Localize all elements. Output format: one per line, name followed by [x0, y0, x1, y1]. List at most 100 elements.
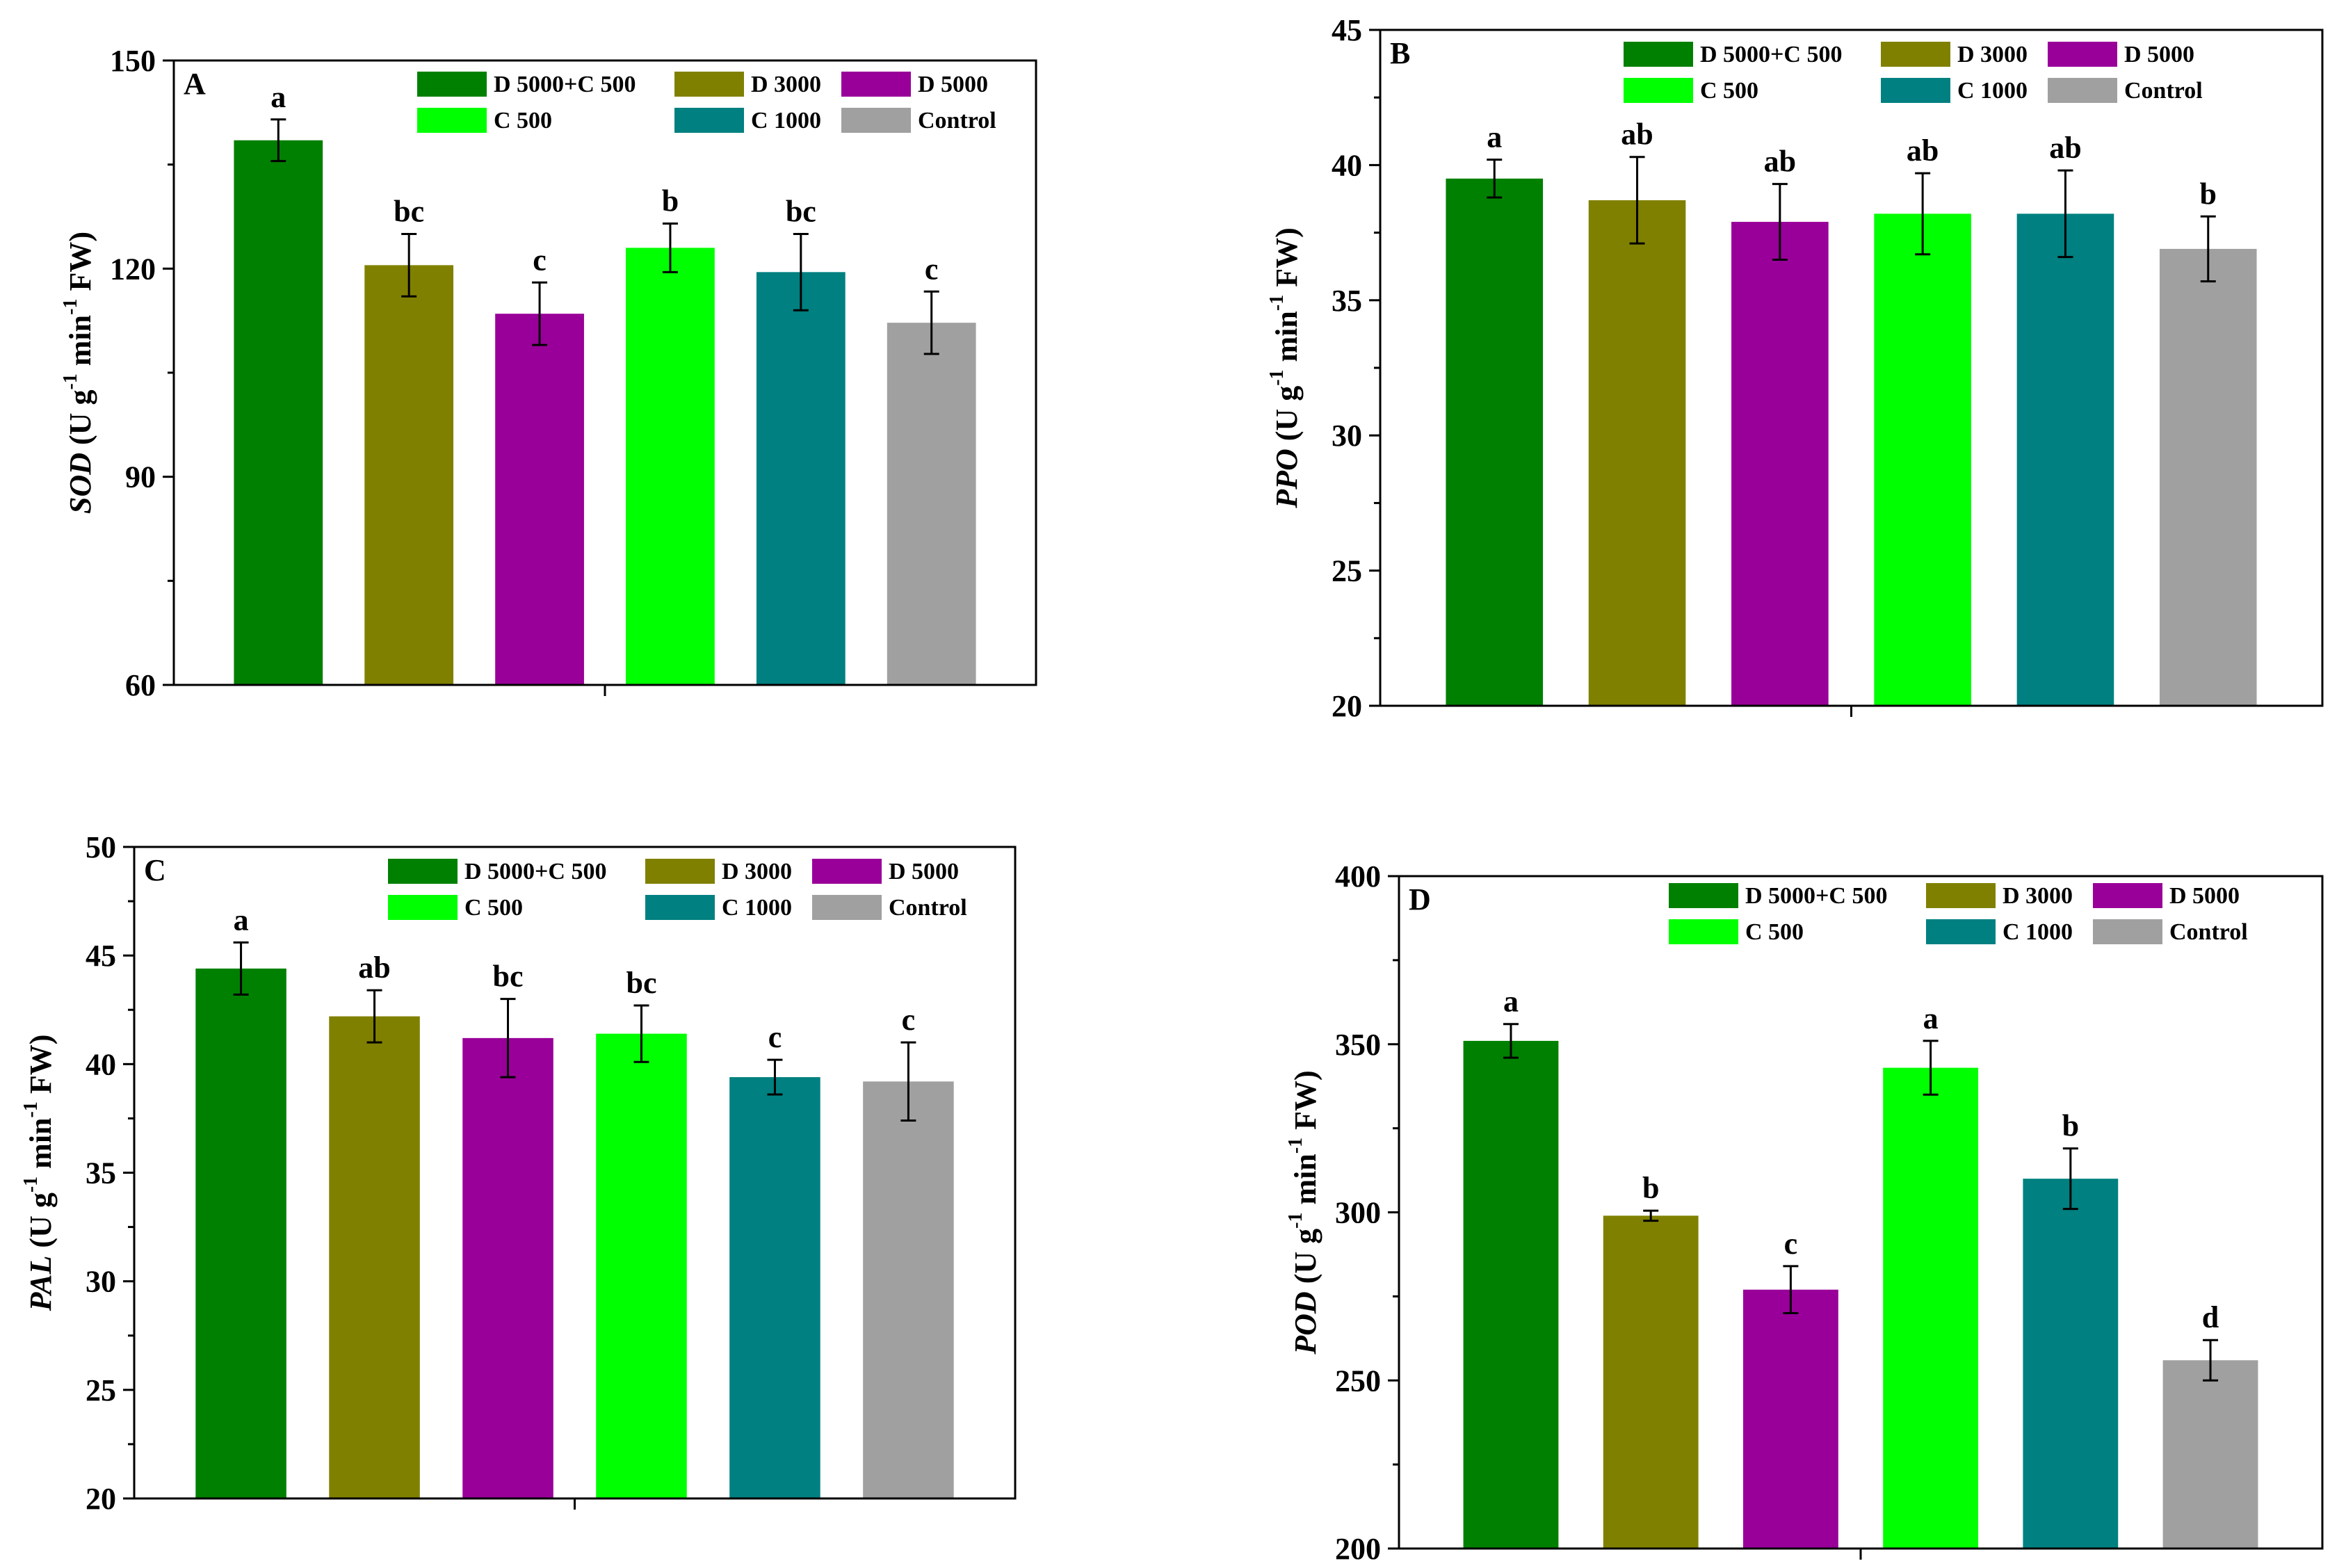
legend: D 5000+C 500 D 3000 D 5000 C 500 C 1000 Contr…: [1669, 883, 2248, 945]
legend-swatch: [1624, 42, 1693, 67]
significance-letter-1: a: [1487, 120, 1502, 154]
error-bar-4: [662, 222, 678, 273]
bar-1: [1446, 178, 1544, 706]
legend-item-3: D 5000: [2093, 883, 2240, 909]
error-bar-1: [1503, 1023, 1519, 1059]
significance-letter-2: bc: [394, 194, 424, 228]
y-axis-title: POD (U g-1 min-1 FW): [1285, 1070, 1322, 1355]
bar-1: [234, 140, 323, 685]
bar-6: [2159, 248, 2257, 706]
error-bar-5: [2062, 1147, 2078, 1211]
legend-swatch: [841, 72, 911, 97]
significance-letter-3: ab: [1764, 145, 1796, 179]
legend-label: C 500: [494, 108, 552, 134]
error-bar-5: [767, 1058, 783, 1096]
y-axis-title: PAL (U g-1 min-1 FW): [20, 1035, 58, 1312]
legend-item-5: C 1000: [1926, 919, 2073, 945]
legend-item-1: D 5000+C 500: [388, 859, 606, 884]
legend-swatch: [674, 72, 744, 97]
significance-letter-3: c: [533, 243, 547, 277]
error-bar-3: [500, 998, 516, 1078]
legend-swatch: [645, 895, 715, 920]
significance-letter-6: c: [902, 1003, 916, 1037]
bar-2: [329, 1016, 420, 1498]
panel-b: a ab ab ab ab b 20 25 30 35 40 45 B D 5000+C 500 D 300…: [1266, 13, 2324, 723]
significance-letter-5: bc: [786, 194, 816, 228]
y-tick-label-0: 20: [1332, 689, 1362, 723]
significance-letter-5: b: [2062, 1109, 2079, 1143]
bar-5: [756, 272, 846, 685]
legend-item-1: D 5000+C 500: [1624, 42, 1842, 67]
legend-item-3: D 5000: [841, 72, 988, 97]
legend-swatch: [388, 895, 458, 920]
significance-letter-2: ab: [358, 951, 390, 985]
legend-swatch: [841, 108, 911, 133]
legend-swatch: [2048, 78, 2117, 103]
legend-item-6: Control: [812, 895, 967, 921]
bar-3: [495, 314, 584, 685]
legend: D 5000+C 500 D 3000 D 5000 C 500 C 1000 Contr…: [388, 859, 967, 921]
legend-swatch: [674, 108, 744, 133]
legend-item-3: D 5000: [2048, 42, 2194, 67]
legend-item-3: D 5000: [812, 859, 959, 884]
legend-swatch: [417, 72, 487, 97]
y-tick-label-1: 250: [1335, 1364, 1381, 1398]
error-bar-6: [2203, 1339, 2219, 1382]
error-bar-2: [1643, 1209, 1659, 1222]
bar-6: [2162, 1360, 2258, 1549]
error-bar-3: [1772, 183, 1788, 261]
y-tick-label-0: 60: [125, 668, 156, 702]
error-bar-2: [366, 989, 382, 1044]
y-tick-label-3: 35: [86, 1156, 116, 1190]
legend-label: C 1000: [1957, 78, 2028, 104]
legend-swatch: [1881, 42, 1950, 67]
significance-letter-6: b: [2200, 177, 2217, 211]
panel-letter: C: [144, 853, 166, 887]
legend-swatch: [1669, 919, 1738, 944]
significance-letter-6: c: [925, 252, 939, 286]
legend-label: Control: [2169, 919, 2248, 945]
legend-item-2: D 3000: [1926, 883, 2073, 909]
panel-letter: B: [1390, 36, 1410, 70]
legend-swatch: [1624, 78, 1693, 103]
error-bar-6: [900, 1041, 916, 1122]
legend-item-5: C 1000: [674, 108, 821, 134]
legend: D 5000+C 500 D 3000 D 5000 C 500 C 1000 Contr…: [1624, 42, 2203, 104]
legend-swatch: [1926, 919, 1996, 944]
significance-letter-4: b: [662, 184, 679, 218]
legend-item-2: D 3000: [1881, 42, 2028, 67]
legend-item-4: C 500: [417, 108, 552, 134]
bar-2: [364, 265, 454, 685]
legend-label: C 500: [464, 895, 523, 921]
y-axis-title: PPO (U g-1 min-1 FW): [1266, 227, 1304, 509]
significance-letter-6: d: [2202, 1300, 2219, 1334]
legend-label: C 500: [1700, 78, 1758, 104]
y-tick-label-3: 35: [1332, 284, 1362, 318]
y-tick-label-0: 200: [1335, 1532, 1381, 1566]
y-tick-label-5: 45: [1332, 13, 1362, 47]
legend-label: D 5000+C 500: [464, 859, 606, 884]
legend-item-5: C 1000: [645, 895, 792, 921]
y-tick-label-2: 300: [1335, 1196, 1381, 1230]
significance-letter-5: ab: [2049, 131, 2081, 165]
error-bar-5: [2057, 169, 2073, 259]
legend-item-4: C 500: [1624, 78, 1758, 104]
bar-3: [1742, 1289, 1838, 1549]
panel-d: a b c a b d 200 250 300 350 400 D D 5000+C 500 D 3000…: [1285, 859, 2324, 1566]
error-bar-1: [233, 941, 249, 996]
error-bar-3: [1783, 1265, 1799, 1315]
legend-item-4: C 500: [1669, 919, 1804, 945]
y-tick-label-2: 30: [86, 1265, 116, 1299]
legend-item-6: Control: [841, 108, 996, 134]
legend-item-6: Control: [2093, 919, 2248, 945]
legend-swatch: [1669, 883, 1738, 908]
error-bar-4: [1915, 172, 1931, 256]
y-tick-label-1: 25: [1332, 554, 1362, 588]
legend-swatch: [2093, 919, 2162, 944]
y-tick-label-4: 40: [1332, 148, 1362, 182]
bar-4: [1874, 213, 1971, 706]
legend-swatch: [388, 859, 458, 884]
legend-label: D 5000: [2124, 42, 2194, 67]
error-bar-2: [1629, 156, 1645, 245]
